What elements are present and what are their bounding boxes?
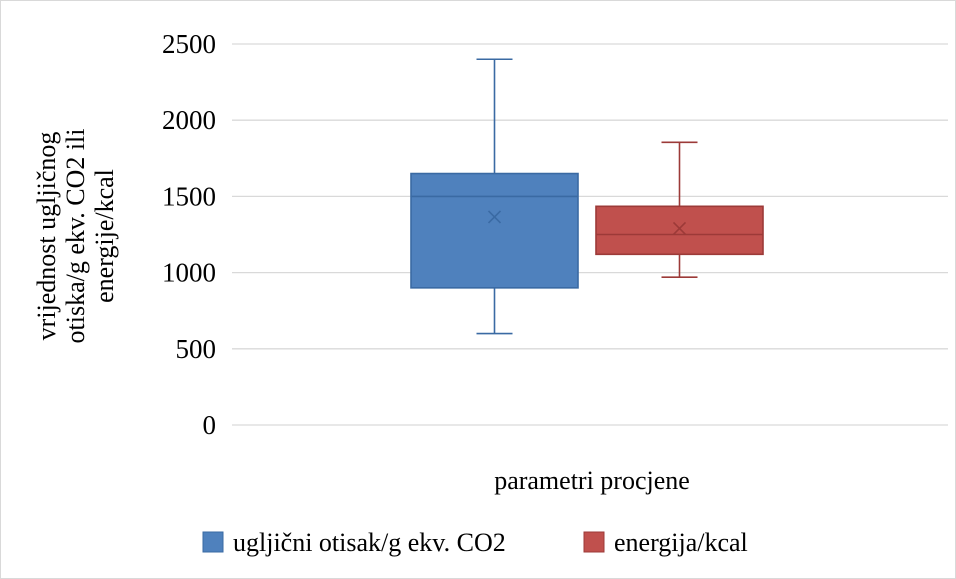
box-1 <box>410 58 579 335</box>
y-tick-label: 1000 <box>162 258 216 288</box>
y-tick-label: 500 <box>176 334 217 364</box>
y-tick-label: 1500 <box>162 181 216 211</box>
iqr-box <box>595 205 764 256</box>
box-series <box>410 58 764 335</box>
x-axis-title: parametri procjene <box>494 466 690 495</box>
legend: ugljični otisak/g ekv. CO2 energija/kcal <box>202 528 748 557</box>
legend-label: ugljični otisak/g ekv. CO2 <box>233 528 506 557</box>
y-tick-label: 2500 <box>162 29 216 59</box>
mean-marker <box>672 221 687 235</box>
legend-label: energija/kcal <box>614 528 748 557</box>
y-axis-title-line: vrijednost ugljičnog <box>32 132 61 341</box>
mean-marker <box>487 210 502 224</box>
y-axis-title: vrijednost ugljičnogotiska/g ekv. CO2 il… <box>32 129 119 344</box>
y-tick-label: 0 <box>203 410 217 440</box>
y-tick-label: 2000 <box>162 105 216 135</box>
legend-swatch <box>583 531 605 553</box>
box-2 <box>595 141 764 278</box>
iqr-box <box>410 172 579 289</box>
legend-swatch <box>202 531 224 553</box>
y-axis-title-line: energije/kcal <box>90 169 119 303</box>
gridlines <box>232 43 948 426</box>
y-tick-labels: 0 500 1000 1500 2000 2500 <box>162 29 216 440</box>
y-axis-title-line: otiska/g ekv. CO2 ili <box>61 129 90 344</box>
